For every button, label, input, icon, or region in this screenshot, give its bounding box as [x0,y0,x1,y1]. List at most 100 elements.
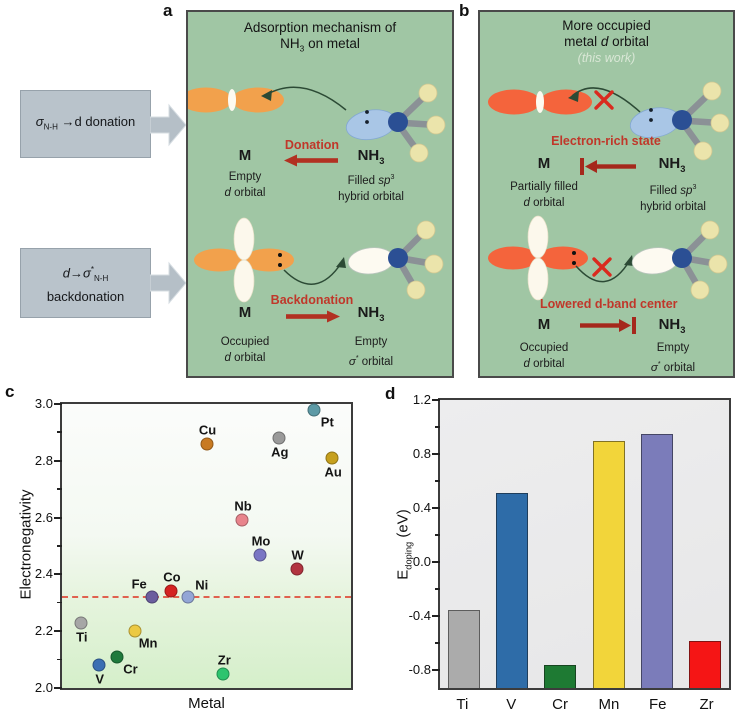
panel-b-title: More occupied metal d orbital (this work… [562,18,651,65]
lowered-dband-label: Lowered d-band center [540,297,678,311]
y-tick-label: 2.6 [34,509,53,525]
y-minor-tick-mark [57,488,62,490]
electronegativity-axis-label: Electronegativity [17,489,35,600]
y-tick-mark [432,669,440,672]
sigma-donation-text: σN-H →d donation [35,113,136,132]
d-orbital-occupied [194,217,294,303]
scatter-point-Au [325,451,339,465]
y-tick-mark [54,459,62,462]
this-work-note: (this work) [577,51,636,65]
metal-symbol: M [537,316,551,333]
scatter-point-label-Pt: Pt [320,414,334,430]
y-tick-label: 1.2 [412,392,431,407]
electronegativity-plot: 2.0 2.2 2.4 2.6 2.8 3.0 Ti V Cr Mn Fe Co Ni Cu Zr Nb Mo A… [35,396,353,695]
metal-orbital-desc: Occupied d orbital [519,342,569,370]
y-tick-label: -0.8 [408,662,431,678]
metal-symbol: M [537,155,551,172]
scatter-point-label-Co: Co [163,569,181,585]
y-tick-mark [432,615,440,618]
backdonation-label: Backdonation [270,293,354,307]
nh3-molecule-empty [347,220,444,300]
y-minor-tick-mark [57,545,62,547]
panel-a-title: Adsorption mechanism of NH3 on metal [243,20,397,54]
scatter-point-label-Mn: Mn [138,635,158,651]
blocked-backdonation-curve [575,259,631,283]
x-category-label-Mn: Mn [598,696,620,713]
nh3-molecule-filled [629,81,730,161]
d-orbital-occupied [488,215,588,301]
scatter-point-Fe [145,590,159,604]
d-orbital-partially-filled [488,89,592,115]
panel-b-label: b [459,1,470,20]
metal-symbol: M [238,304,252,321]
y-minor-tick-mark [435,426,440,428]
y-tick-label: 2.4 [34,566,53,582]
panel-a-graphics [188,83,446,303]
y-tick-mark [54,516,62,519]
bar-Fe [640,433,673,688]
panel-b-graphics [488,81,730,301]
sigma-donation-box: σN-H →d donation [20,90,151,158]
nh3-orbital-desc: Empty σ* orbital [650,342,696,374]
backdonation-curve-arrowhead [336,257,346,268]
scatter-point-Co [164,584,178,598]
donation-label: Donation [284,138,340,152]
scatter-point-Mo [253,548,267,562]
bar-Cr [544,665,577,688]
backdonation-text: d→σ*N-H backdonation [46,264,125,305]
scatter-point-Mn [128,624,142,638]
donation-curve-arrowhead [261,90,272,101]
y-tick-mark [432,561,440,564]
nh3-orbital-desc: Filled sp3 hybrid orbital [640,183,706,213]
y-tick-label: 0.4 [412,500,431,516]
panel-d-label: d [385,384,396,403]
scatter-point-label-Ag: Ag [271,444,289,460]
scatter-point-W [290,562,304,576]
scatter-point-label-Cu: Cu [198,422,217,438]
nh3-symbol: NH3 [357,304,385,323]
panel-a-label: a [163,1,173,20]
y-tick-label: 0.8 [412,446,431,462]
scatter-point-Nb [235,513,249,527]
bar-Zr [688,640,721,688]
y-minor-tick-mark [435,534,440,536]
nh3-symbol: NH3 [658,155,686,174]
scatter-point-Ni [181,590,195,604]
flow-arrow-icon [150,261,187,305]
scatter-point-label-Zr: Zr [217,652,231,668]
donation-arrow-icon [284,154,338,167]
y-tick-label: -0.4 [408,608,431,624]
metal-orbital-desc: Empty d orbital [224,171,266,199]
edoping-axis-label: Edoping (eV) [394,509,414,580]
metal-symbol: M [238,147,252,164]
doping-energy-plot: -0.8 -0.4 0.0 0.4 0.8 1.2 [409,392,731,690]
blocked-right-arrow-icon [580,317,636,334]
curve-arrowhead [568,91,579,102]
y-minor-tick-mark [57,601,62,604]
x-category-label-Ti: Ti [456,696,469,713]
scatter-point-label-V: V [95,671,105,687]
nh3-molecule-filled [345,83,446,163]
y-tick-mark [432,399,440,401]
y-minor-tick-mark [435,480,440,482]
scatter-point-Ti [74,616,88,630]
metal-orbital-desc: Occupied d orbital [220,336,270,364]
curve-arrowhead [624,255,634,266]
panel-b-box: More occupied metal d orbital (this work… [478,10,735,378]
scatter-point-Cu [200,437,213,451]
y-tick-label: 3.0 [34,396,53,411]
backdonation-box: d→σ*N-H backdonation [20,248,151,318]
y-minor-tick-mark [435,642,440,644]
y-tick-mark [54,573,62,576]
doping-category-axis: Ti V Cr Mn Fe Zr [438,696,731,716]
bar-V [496,493,529,688]
scatter-point-label-W: W [291,547,304,563]
nh3-symbol: NH3 [658,316,686,335]
scatter-point-Ag [272,431,286,445]
scatter-point-V [92,658,106,672]
scatter-point-label-Mo: Mo [251,533,271,549]
panel-a-box: Adsorption mechanism of NH3 on metal Don… [186,10,454,378]
scatter-point-label-Nb: Nb [234,498,252,514]
scatter-point-Cr [110,650,124,664]
